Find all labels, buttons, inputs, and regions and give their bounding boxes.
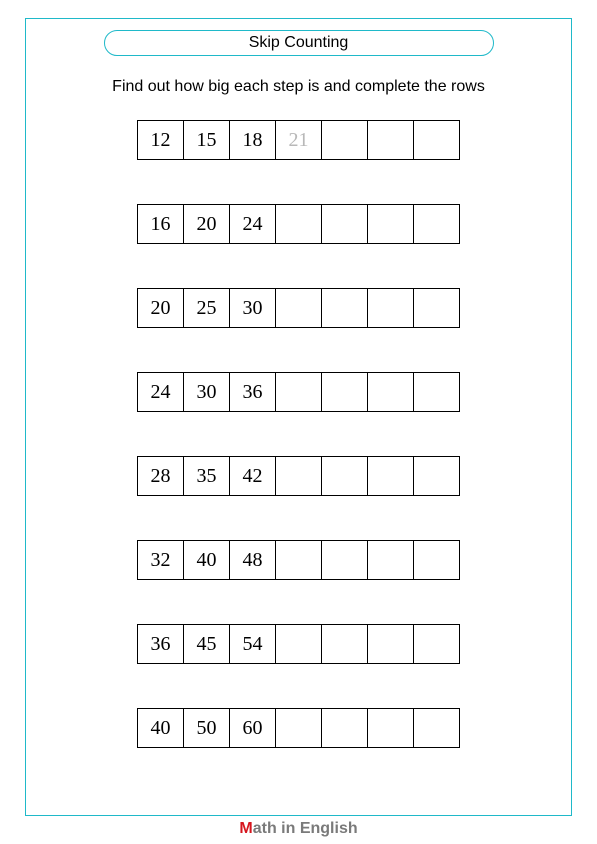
number-cell <box>321 624 368 664</box>
number-cell: 24 <box>229 204 276 244</box>
number-cell: 54 <box>229 624 276 664</box>
number-row: 405060 <box>137 708 460 748</box>
number-cell <box>367 120 414 160</box>
number-row: 364554 <box>137 624 460 664</box>
number-cell <box>321 708 368 748</box>
number-cell <box>413 540 460 580</box>
number-row: 243036 <box>137 372 460 412</box>
number-cell: 20 <box>137 288 184 328</box>
number-cell: 12 <box>137 120 184 160</box>
number-row: 324048 <box>137 540 460 580</box>
number-cell <box>413 708 460 748</box>
number-cell <box>321 288 368 328</box>
number-cell: 50 <box>183 708 230 748</box>
number-cell: 28 <box>137 456 184 496</box>
rows-container: 1215182116202420253024303628354232404836… <box>0 120 597 792</box>
number-cell <box>275 456 322 496</box>
number-cell: 16 <box>137 204 184 244</box>
number-cell <box>367 204 414 244</box>
number-cell: 24 <box>137 372 184 412</box>
number-row: 162024 <box>137 204 460 244</box>
number-cell <box>413 288 460 328</box>
number-cell: 48 <box>229 540 276 580</box>
number-cell: 21 <box>275 120 322 160</box>
number-cell: 30 <box>229 288 276 328</box>
number-cell: 45 <box>183 624 230 664</box>
worksheet-title-text: Skip Counting <box>249 34 349 52</box>
number-cell: 40 <box>137 708 184 748</box>
number-cell: 18 <box>229 120 276 160</box>
number-cell: 40 <box>183 540 230 580</box>
number-cell: 32 <box>137 540 184 580</box>
number-cell: 35 <box>183 456 230 496</box>
number-cell: 60 <box>229 708 276 748</box>
number-cell <box>413 204 460 244</box>
number-row: 12151821 <box>137 120 460 160</box>
number-cell <box>367 372 414 412</box>
number-row: 202530 <box>137 288 460 328</box>
number-cell <box>275 624 322 664</box>
number-cell <box>321 372 368 412</box>
footer-rest: ath in English <box>253 820 358 837</box>
footer-first-letter: M <box>239 820 252 837</box>
number-cell <box>275 540 322 580</box>
number-cell <box>413 120 460 160</box>
number-cell <box>275 204 322 244</box>
number-cell <box>367 540 414 580</box>
number-cell <box>321 540 368 580</box>
number-cell <box>321 456 368 496</box>
number-cell: 20 <box>183 204 230 244</box>
number-cell <box>413 456 460 496</box>
number-cell <box>321 204 368 244</box>
number-cell <box>367 456 414 496</box>
number-cell <box>275 372 322 412</box>
footer-brand: Math in English <box>0 820 597 838</box>
number-cell <box>275 288 322 328</box>
number-cell <box>321 120 368 160</box>
number-cell <box>413 372 460 412</box>
number-cell <box>413 624 460 664</box>
number-cell: 36 <box>137 624 184 664</box>
number-cell <box>275 708 322 748</box>
instruction-text: Find out how big each step is and comple… <box>0 78 597 96</box>
number-cell <box>367 624 414 664</box>
worksheet-title: Skip Counting <box>104 30 494 56</box>
number-cell <box>367 708 414 748</box>
number-cell: 36 <box>229 372 276 412</box>
number-cell: 15 <box>183 120 230 160</box>
number-cell: 25 <box>183 288 230 328</box>
number-cell <box>367 288 414 328</box>
number-row: 283542 <box>137 456 460 496</box>
number-cell: 42 <box>229 456 276 496</box>
number-cell: 30 <box>183 372 230 412</box>
